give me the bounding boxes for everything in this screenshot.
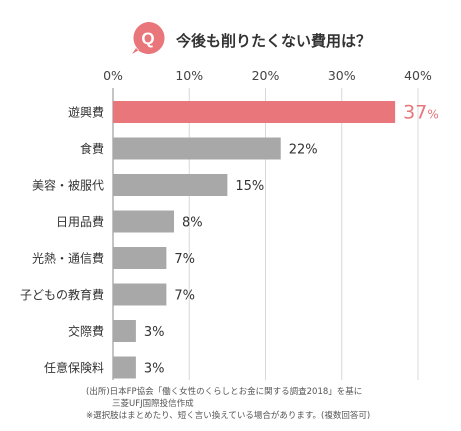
bar [113, 247, 167, 269]
category-label: 遊興費 [68, 105, 104, 120]
bar [113, 174, 228, 196]
bar [113, 101, 396, 123]
source-line-2: 三菱UFJ国際投信作成 [112, 399, 194, 409]
bar [113, 137, 281, 160]
category-label: 食費 [80, 141, 104, 156]
source-line-1: (出所)日本FP協会「働く女性のくらしとお金に関する調査2018」を基に [86, 387, 363, 397]
x-tick-label: 30% [328, 68, 356, 83]
bar [113, 356, 136, 379]
value-label: 3% [144, 362, 165, 377]
value-label: 22% [289, 143, 318, 158]
value-label: 8% [182, 216, 203, 231]
x-tick-label: 10% [175, 68, 203, 83]
chart-title: 今後も削りたくない費用は？ [176, 32, 372, 50]
q-icon: Q [132, 21, 165, 54]
bar-chart: 0% 10% 20% 30% 40% 遊興費 37% 食費 22% 美容・被服代 15% 日用品費 8%… [20, 68, 439, 380]
q-badge-letter: Q [141, 29, 154, 48]
category-label: 交際費 [68, 324, 104, 339]
value-label: 15% [235, 179, 264, 194]
category-label: 子どもの教育費 [20, 287, 104, 302]
value-label: 37% [403, 102, 439, 124]
x-tick-label: 20% [252, 68, 280, 83]
bar [113, 320, 136, 342]
value-label: 7% [174, 289, 195, 304]
value-label: 7% [174, 252, 195, 267]
category-label: 日用品費 [56, 214, 104, 229]
bar [113, 283, 167, 306]
category-label: 美容・被服代 [32, 178, 104, 193]
category-label: 光熱・通信費 [32, 251, 104, 266]
x-tick-label: 40% [404, 68, 432, 83]
x-tick-label: 0% [103, 68, 123, 83]
bar [113, 210, 174, 233]
source-line-3: ※選択肢はまとめたり、短く言い換えている場合があります。(複数回答可) [86, 411, 371, 421]
source-note: (出所)日本FP協会「働く女性のくらしとお金に関する調査2018」を基に 三菱U… [86, 386, 370, 422]
value-label: 3% [144, 325, 165, 340]
category-label: 任意保険料 [44, 360, 104, 375]
